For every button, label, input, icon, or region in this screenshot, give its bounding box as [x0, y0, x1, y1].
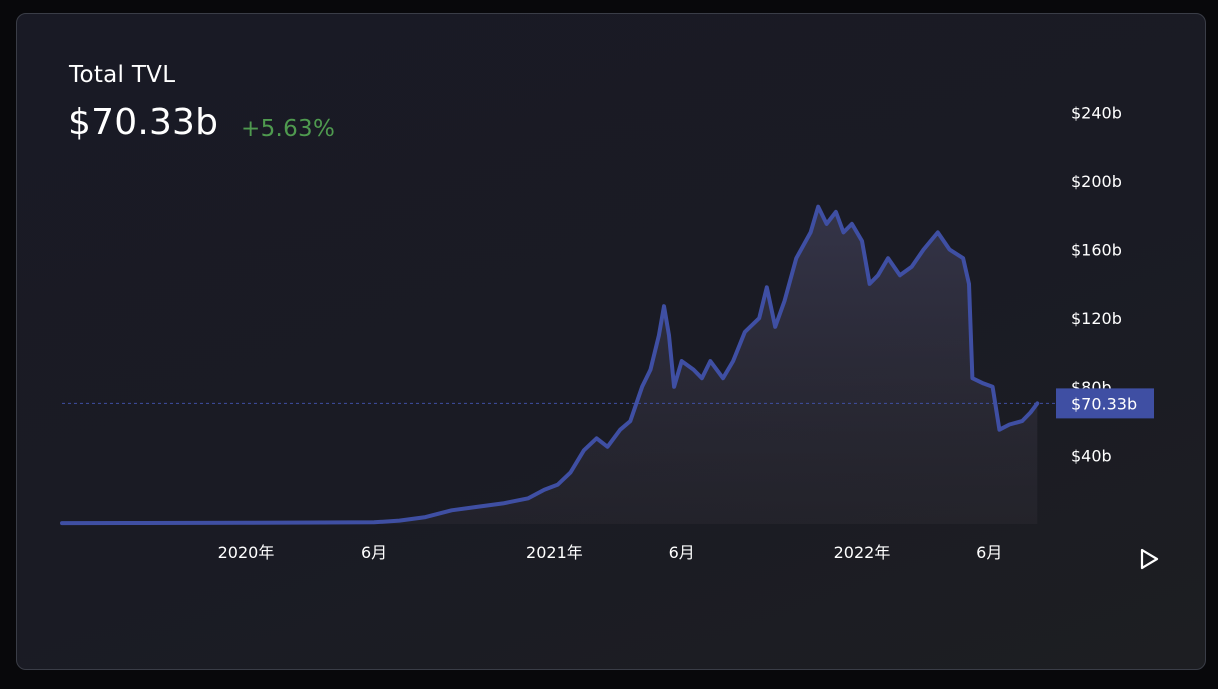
x-tick-label: 6月 — [669, 543, 695, 562]
x-tick-label: 2020年 — [218, 543, 275, 562]
tvl-value: $70.33b — [68, 102, 219, 143]
tvl-area-fill — [62, 206, 1038, 524]
current-value-tag — [1056, 388, 1154, 419]
tvl-series-line — [60, 204, 1040, 526]
tvl-change: +5.63% — [241, 116, 336, 142]
y-tick-label: $160b — [1071, 241, 1122, 260]
x-tick-label: 6月 — [976, 543, 1002, 562]
y-tick-label: $120b — [1071, 309, 1122, 328]
x-tick-label: 6月 — [361, 543, 387, 562]
y-tick-label: $200b — [1071, 172, 1122, 191]
play-icon[interactable] — [1136, 546, 1162, 572]
current-value-tag-label: $70.33b — [1071, 394, 1137, 413]
x-tick-label: 2021年 — [526, 543, 583, 562]
tvl-chart-card: Total TVL $70.33b +5.63% $40b $80b $120b $1… — [16, 13, 1206, 670]
chart-title: Total TVL — [69, 62, 176, 88]
y-tick-label: $240b — [1071, 103, 1122, 122]
y-tick-label: $40b — [1071, 446, 1112, 465]
x-tick-label: 2022年 — [834, 543, 891, 562]
